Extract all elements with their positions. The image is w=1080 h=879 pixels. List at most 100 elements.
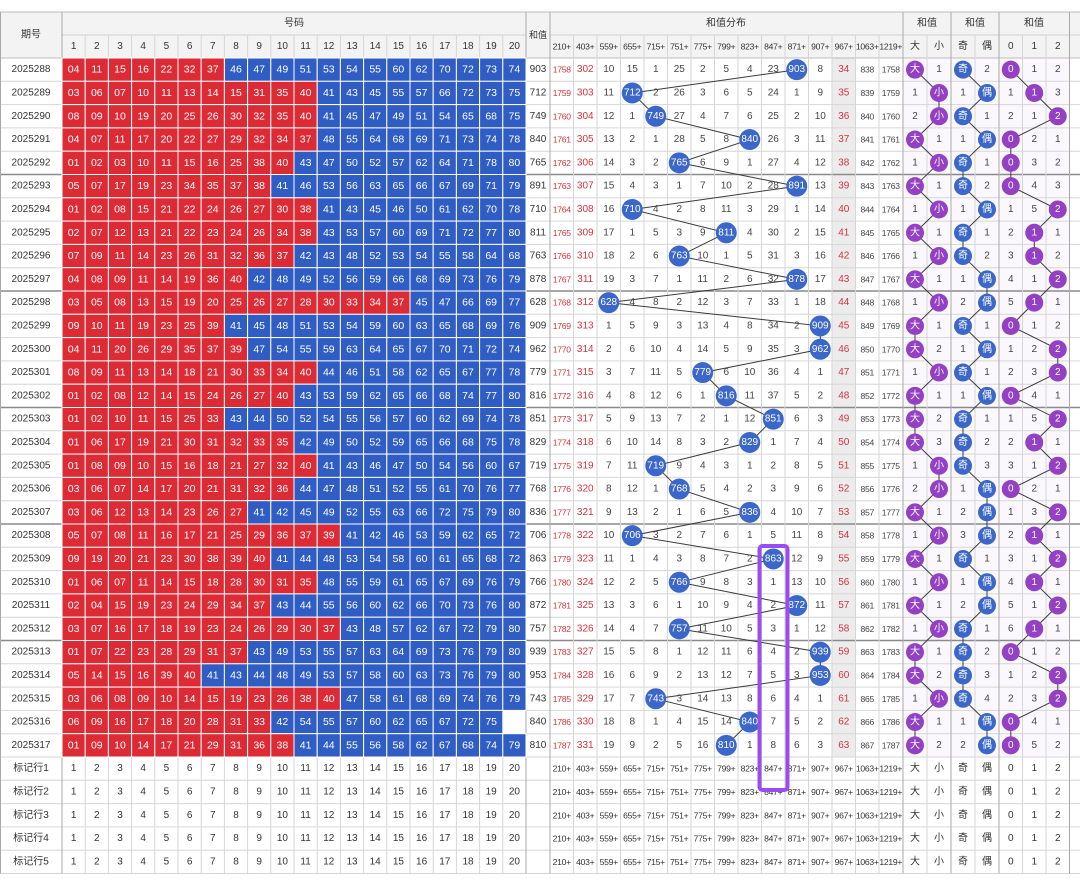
red-number: 11 (91, 343, 102, 355)
period: 2025306 (12, 484, 51, 495)
distribution-miss: 322 (577, 530, 594, 541)
distribution-miss: 846 (861, 251, 875, 261)
mod3-miss: 1 (1055, 717, 1061, 728)
distribution-miss: 31 (768, 251, 780, 262)
size-hit: 大 (910, 318, 920, 331)
red-number: 11 (115, 367, 126, 379)
distribution-miss: 12 (697, 297, 709, 308)
distribution-miss: 318 (577, 437, 594, 448)
blue-number: 78 (509, 436, 521, 448)
sum: 811 (530, 227, 546, 238)
distribution-miss: 7 (676, 414, 682, 425)
red-number: 06 (91, 576, 103, 588)
red-number: 10 (114, 739, 126, 751)
size-hit: 小 (934, 622, 944, 634)
sum: 757 (530, 623, 547, 634)
red-number: 26 (253, 297, 265, 309)
distribution-hit: 811 (718, 227, 734, 238)
size-hit: 小 (934, 483, 944, 495)
red-number: 19 (184, 623, 196, 635)
red-number: 37 (230, 646, 242, 658)
blue-number: 62 (369, 390, 381, 402)
distribution-miss: 7 (700, 530, 706, 541)
distribution-miss: 10 (650, 344, 662, 355)
red-number: 31 (207, 646, 219, 658)
red-number: 18 (184, 367, 196, 379)
distribution-miss: 9 (723, 600, 729, 611)
distribution-miss: 63 (838, 740, 850, 751)
distribution-miss: 4 (794, 367, 800, 378)
distribution-miss: 5 (606, 414, 612, 425)
footer-cell: 1063+ (856, 764, 879, 774)
red-number: 07 (91, 227, 103, 239)
distribution-miss: 16 (697, 740, 709, 751)
red-number: 26 (207, 506, 219, 518)
red-number: 01 (68, 157, 80, 169)
blue-number: 77 (509, 297, 521, 309)
distribution-miss: 8 (817, 64, 823, 75)
mod3-hit: 1 (1031, 87, 1037, 98)
distribution-miss: 9 (700, 227, 706, 238)
size-hit: 大 (910, 388, 920, 401)
blue-number: 67 (439, 180, 451, 192)
red-number: 17 (161, 483, 173, 495)
blue-number: 60 (393, 227, 405, 239)
distribution-miss: 2 (606, 344, 612, 355)
distribution-miss: 6 (817, 484, 823, 495)
blue-number: 49 (323, 506, 335, 518)
red-number: 37 (300, 134, 312, 146)
red-number: 17 (114, 436, 126, 448)
distribution-miss: 1775 (553, 461, 571, 471)
blue-number: 76 (509, 320, 521, 332)
blue-number: 63 (346, 343, 358, 355)
size-hit: 小 (934, 576, 944, 588)
mod3-miss: 5 (1031, 414, 1037, 425)
footer-cell: 6 (187, 810, 193, 821)
blue-number: 55 (323, 646, 335, 658)
distribution-miss: 1 (653, 717, 659, 728)
distribution-column-label: 775+ (694, 42, 712, 52)
blue-number: 42 (300, 436, 312, 448)
parity-hit: 奇 (958, 155, 968, 168)
red-number: 09 (91, 110, 103, 122)
distribution-miss: 56 (838, 577, 850, 588)
parity-miss: 3 (960, 530, 966, 541)
mod3-hit: 0 (1008, 320, 1014, 331)
distribution-miss: 3 (794, 251, 800, 262)
distribution-miss: 12 (791, 553, 803, 564)
distribution-miss: 6 (723, 367, 729, 378)
footer-cell: 1219+ (879, 764, 902, 774)
distribution-miss: 854 (861, 437, 875, 447)
distribution-miss: 8 (606, 484, 612, 495)
distribution-miss: 1 (700, 390, 706, 401)
distribution-miss: 858 (861, 531, 875, 541)
distribution-miss: 1784 (553, 670, 571, 680)
blue-number: 55 (346, 134, 358, 146)
distribution-miss: 1760 (882, 111, 900, 121)
footer-cell: 2 (94, 786, 100, 797)
red-number: 10 (161, 693, 173, 705)
blue-number: 41 (323, 87, 335, 99)
distribution-hit: 851 (765, 414, 782, 425)
blue-number: 64 (369, 134, 381, 146)
period: 2025303 (12, 414, 51, 425)
mod3-miss: 1 (1031, 553, 1037, 564)
distribution-miss: 1780 (553, 577, 571, 587)
red-number: 33 (346, 297, 358, 309)
distribution-miss: 1 (676, 507, 682, 518)
footer-cell: 967+ (835, 810, 853, 820)
red-number: 29 (230, 134, 242, 146)
blue-number: 47 (369, 110, 381, 122)
red-number: 20 (114, 553, 126, 565)
red-number: 37 (230, 180, 242, 192)
distribution-miss: 7 (723, 111, 729, 122)
blue-number: 70 (462, 483, 474, 495)
red-number: 12 (114, 506, 126, 518)
footer-cell: 907+ (811, 810, 829, 820)
red-number: 25 (184, 110, 196, 122)
blue-number: 59 (369, 273, 381, 285)
mod3-miss: 2 (1031, 670, 1037, 681)
size-hit: 大 (910, 132, 920, 145)
distribution-miss: 29 (768, 204, 780, 215)
red-number: 33 (253, 436, 265, 448)
